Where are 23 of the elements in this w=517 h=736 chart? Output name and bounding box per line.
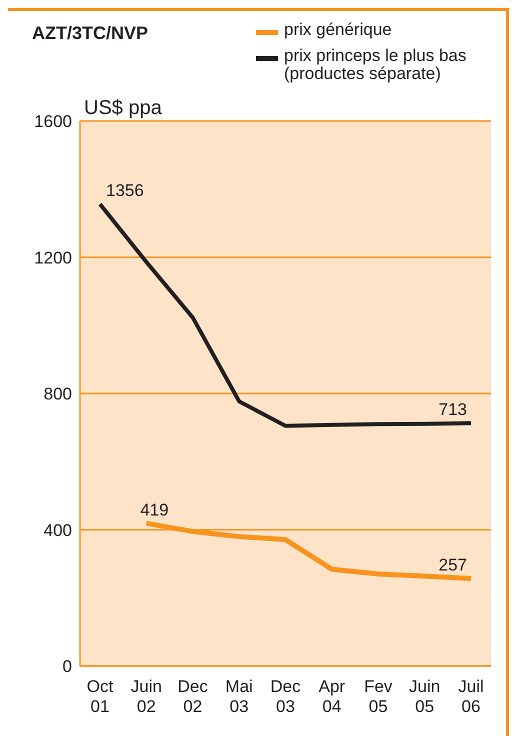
legend-label: prix générique bbox=[284, 20, 392, 39]
y-tick-label: 400 bbox=[44, 520, 72, 540]
y-tick-label: 0 bbox=[62, 657, 72, 676]
data-label: 257 bbox=[438, 555, 467, 574]
y-tick-label: 1200 bbox=[34, 248, 72, 268]
x-tick-label: Fev 05 bbox=[364, 677, 393, 716]
data-label: 1356 bbox=[106, 181, 144, 200]
y-axis-title: US$ ppa bbox=[84, 97, 162, 120]
x-tick-label: Dec 03 bbox=[270, 677, 302, 716]
x-tick-label: Oct 01 bbox=[86, 677, 114, 716]
x-tick-label: Mai 03 bbox=[225, 677, 253, 716]
legend-label: prix princeps le plus bas (productes séparate) bbox=[284, 46, 468, 83]
data-label: 713 bbox=[438, 400, 467, 420]
x-tick-label: Juin 02 bbox=[130, 677, 162, 716]
line-series bbox=[98, 202, 473, 428]
x-tick-label: Apr 04 bbox=[318, 677, 346, 716]
x-tick-label: Juin 05 bbox=[409, 677, 440, 716]
y-tick-label: 800 bbox=[44, 384, 72, 404]
x-tick-label: Juil 06 bbox=[458, 677, 484, 716]
y-tick-label: 1600 bbox=[34, 112, 72, 132]
chart-title: AZT/3TC/NVP bbox=[32, 23, 148, 44]
data-label: 419 bbox=[140, 500, 169, 520]
x-tick-label: Dec 02 bbox=[178, 677, 208, 716]
